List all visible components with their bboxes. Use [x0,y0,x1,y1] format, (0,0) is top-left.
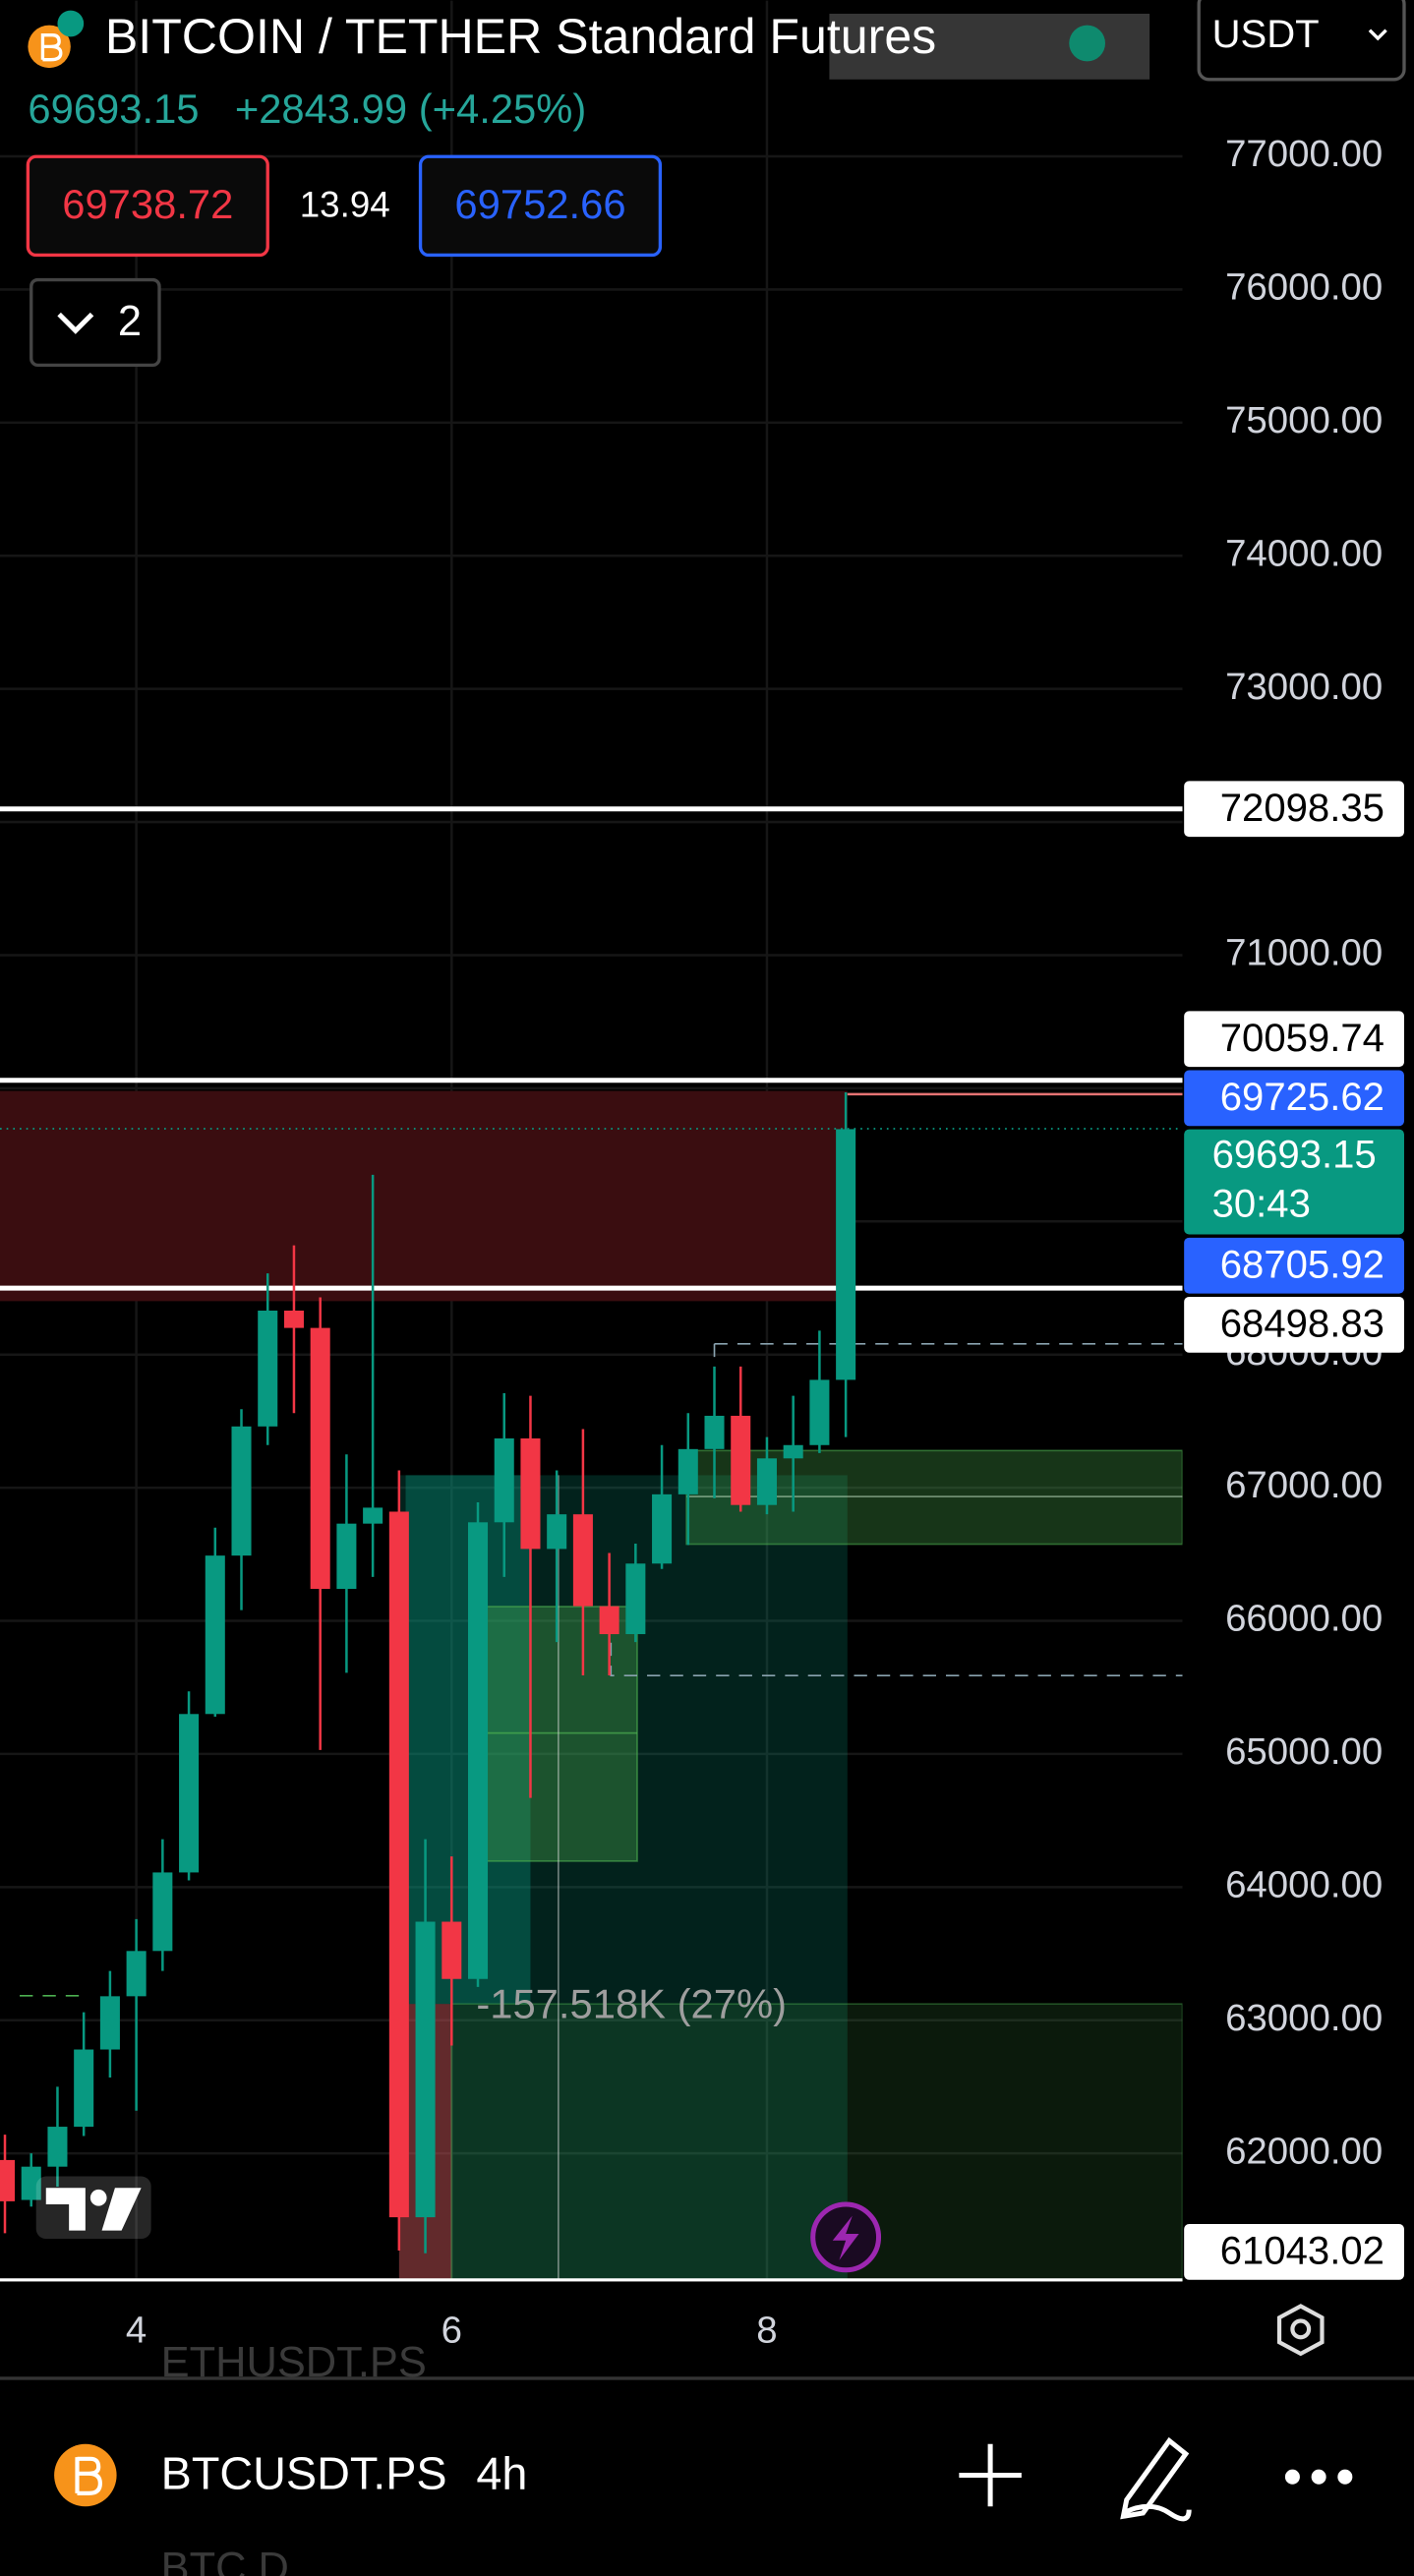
last-price-label: 69693.15 [1212,1134,1377,1177]
candle-body [809,1379,830,1445]
currency: USDT [1212,13,1320,56]
candle-body [21,2166,41,2200]
symbol[interactable]: BTCUSDT.PS [161,2448,447,2499]
ghost-symbol: ETHUSDT.PS [161,2339,427,2386]
price-label: 70059.74 [1220,1017,1385,1060]
interval[interactable]: 4h [476,2448,527,2499]
candle-body [442,1921,462,1979]
more-button[interactable] [1284,2469,1353,2485]
candle-body [283,1311,304,1328]
indicators-count: 2 [118,298,142,345]
candle-body [494,1437,514,1523]
y-tick-label: 77000.00 [1225,133,1383,175]
levels [0,806,1183,2284]
candle-body [572,1514,593,1607]
candle-body [704,1415,725,1449]
dashed-level [610,1642,1183,1676]
y-tick-label: 67000.00 [1225,1464,1383,1506]
resistance-zone [0,1090,848,1302]
tv-logo [35,2176,151,2240]
coin-glyph [40,33,63,62]
ask-price: 69752.66 [454,181,625,227]
price-label: 69725.62 [1220,1076,1385,1119]
candle-body [0,2159,16,2201]
candle-body [599,1606,619,1635]
candle-body [74,2049,94,2128]
candle-body [652,1493,673,1564]
countdown: 30:43 [1212,1183,1311,1226]
y-tick-label: 64000.00 [1225,1863,1383,1905]
candle-body [388,1511,409,2218]
price-label: 68498.83 [1220,1303,1385,1346]
candle-body [625,1563,646,1635]
x-axis: 4 6 8 [126,2309,778,2351]
y-tick-label: 73000.00 [1225,666,1383,708]
price-label-box [1184,1011,1404,1068]
y-tick-label: 74000.00 [1225,532,1383,574]
candle-body [678,1448,698,1494]
buy-button[interactable]: 69752.66 [418,154,663,258]
price-labels: 72098.35 70059.74 69725.62 68705.92 68498.83… [1184,781,1404,2280]
price-label: 61043.02 [1220,2230,1385,2273]
candle-body [520,1437,541,1550]
position-annotation: -157.518K (27%) [476,1981,787,2027]
candle-body [310,1327,330,1590]
price-label-box [1184,1237,1404,1294]
price-label-box [1184,2223,1404,2280]
y-tick-label: 75000.00 [1225,399,1383,441]
candle-body [415,1921,436,2218]
price-label-box [1184,1296,1404,1353]
settings-button[interactable] [1276,2304,1325,2357]
symbol-title: BITCOIN / TETHER Standard Futures [105,9,936,64]
candle-body [231,1426,252,1556]
candle-body [179,1714,200,1873]
y-tick-label: 76000.00 [1225,266,1383,309]
price-label: 68705.92 [1220,1243,1385,1286]
candle-body [731,1415,751,1505]
currency-select[interactable]: USDT [1197,0,1406,82]
candle-body [547,1514,567,1550]
coin-glyph [75,2456,102,2495]
y-tick-label: 62000.00 [1225,2130,1383,2172]
y-tick-label: 65000.00 [1225,1730,1383,1773]
ghost-symbol: BTC.D [161,2545,289,2576]
candle-body [99,1996,120,2050]
candle-body [836,1129,856,1380]
price-label: 72098.35 [1220,787,1385,830]
x-tick-label: 8 [756,2309,777,2351]
indicators-toggle[interactable]: 2 [29,277,161,368]
price-label-box [1184,1129,1404,1235]
price-label-box [1184,1070,1404,1127]
x-tick-label: 6 [442,2309,462,2351]
price-label-box [1184,781,1404,838]
y-tick-label: 71000.00 [1225,932,1383,974]
add-button[interactable] [959,2443,1022,2507]
exchange-icon [57,10,85,37]
x-tick-label: 4 [126,2309,147,2351]
price-change: +2843.99 (+4.25%) [235,86,586,132]
y-tick-label: 66000.00 [1225,1598,1383,1640]
draw-button[interactable] [1120,2436,1192,2522]
sell-button[interactable]: 69738.72 [26,154,269,258]
candle-body [126,1951,147,1997]
lightning-button[interactable] [810,2201,882,2273]
bid-price: 69738.72 [62,181,233,227]
last-price: 69693.15 [28,86,199,132]
candle-body [363,1507,383,1524]
watermark-dot [1069,25,1106,62]
spread: 13.94 [300,185,390,225]
candle-body [205,1555,225,1715]
candles [0,1091,856,2254]
candle-body [756,1458,777,1505]
candle-body [336,1523,357,1590]
candle-body [258,1311,278,1427]
time-axis [0,2281,1414,2380]
candle-body [467,1522,489,1979]
y-tick-label: 63000.00 [1225,1997,1383,2039]
candle-body [47,2127,68,2167]
candle-body [152,1872,173,1952]
candle-body [783,1444,803,1459]
